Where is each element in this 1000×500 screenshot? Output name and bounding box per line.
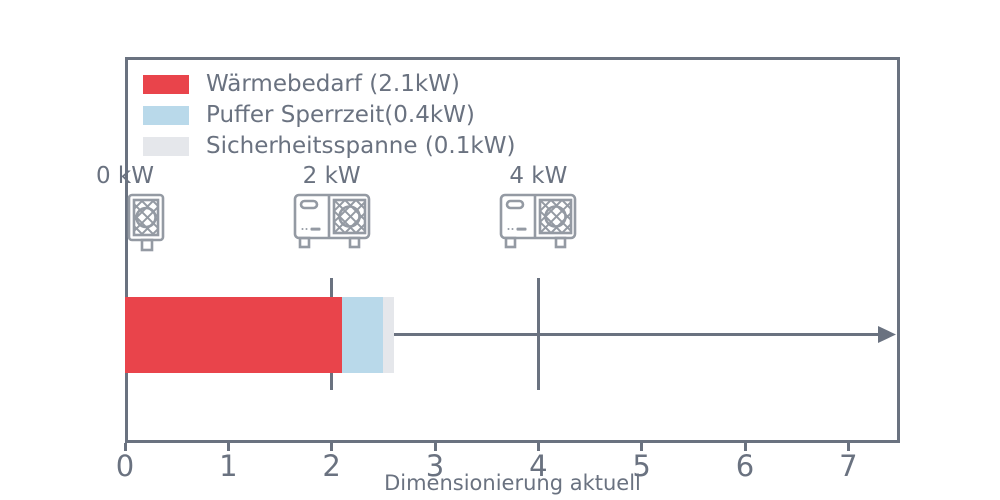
marker-label-2kw: 2 kW [302,163,361,189]
heat-pump-small-icon [127,193,165,255]
legend-swatch-waermebedarf [143,75,189,94]
legend-label-sicherheitsspanne: Sicherheitsspanne (0.1kW) [206,133,516,159]
tick-label-5: 5 [632,449,651,483]
bar-segment-sicherheitsspanne [383,297,394,373]
legend-item-sicherheitsspanne: Sicherheitsspanne (0.1kW) [143,133,516,159]
legend-swatch-puffer-sperrzeit [143,106,189,125]
legend-item-waermebedarf: Wärmebedarf (2.1kW) [143,71,515,97]
legend-label-puffer-sperrzeit: Puffer Sperrzeit(0.4kW) [206,102,475,128]
tick-label-1: 1 [219,449,238,483]
tick-mark-0 [123,443,127,451]
tick-mark-2 [330,443,334,451]
tick-mark-4 [536,443,540,451]
tick-mark-6 [743,443,747,451]
stacked-bar [125,297,900,373]
tick-mark-1 [226,443,230,451]
tick-label-0: 0 [115,449,135,483]
marker-label-0kw: 0 kW [95,163,155,189]
tick-label-7: 7 [839,449,858,483]
tick-label-2: 2 [322,449,341,483]
x-axis-label: Dimensionierung aktuell [384,471,641,495]
plot-area: Wärmebedarf (2.1kW) Puffer Sperrzeit(0.4k… [96,57,900,443]
tick-label-4: 4 [529,449,548,483]
tick-label-6: 6 [735,449,755,483]
arrow-right-icon [878,326,896,343]
legend-item-puffer-sperrzeit: Puffer Sperrzeit(0.4kW) [143,102,515,128]
marker-label-4kw: 4 kW [509,163,568,189]
tick-label-3: 3 [425,449,445,483]
tick-mark-3 [433,443,437,451]
legend-swatch-sicherheitsspanne [143,137,189,156]
axis-arrow-line [125,333,882,336]
heat-pump-large-icon [499,193,577,253]
tick-mark-5 [640,443,644,451]
legend: Wärmebedarf (2.1kW) Puffer Sperrzeit(0.4k… [143,71,516,168]
tick-mark-7 [846,443,850,451]
bar-segment-puffer-sperrzeit [342,297,384,373]
heat-pump-large-icon [293,193,371,253]
legend-label-waermebedarf: Wärmebedarf (2.1kW) [206,71,460,97]
bar-segment-waermebedarf [125,297,342,373]
